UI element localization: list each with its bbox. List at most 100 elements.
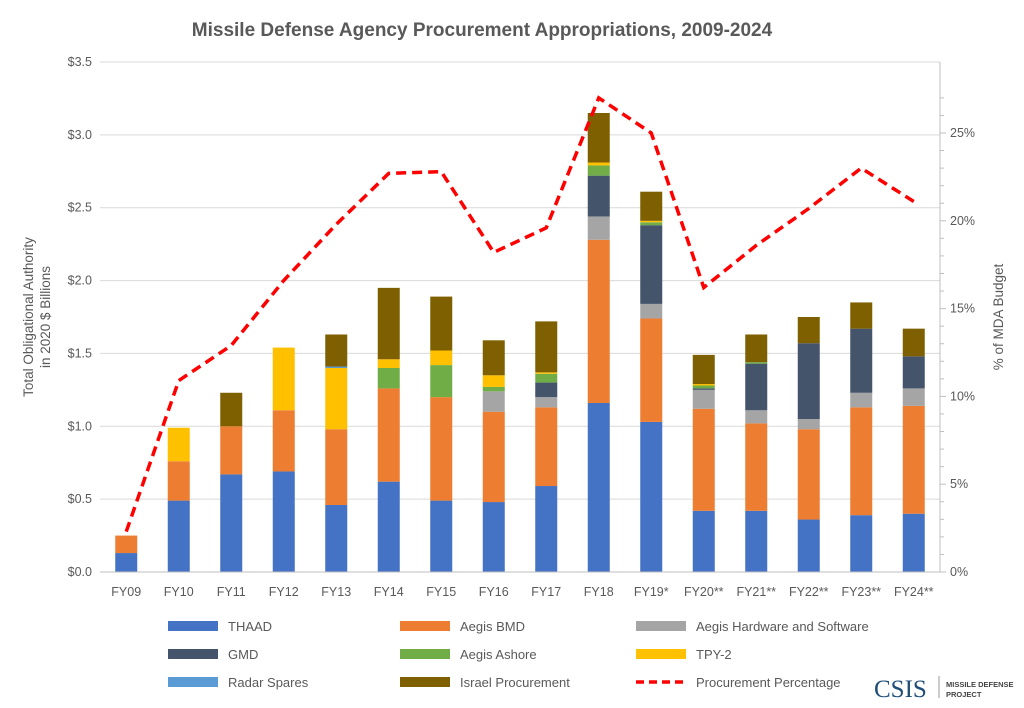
bar-segment-gmd [798,343,820,419]
bar-segment-aegis-bmd [903,406,925,514]
bar-segment-aegis-bmd [640,318,662,421]
bar-segment-aegis-hardware-and-software [535,397,557,407]
bar-segment-aegis-bmd [850,407,872,515]
bar-segment-thaad [798,520,820,572]
x-tick-label: FY14 [374,585,404,599]
procurement-percentage-line [126,98,914,532]
bar-segment-gmd [903,356,925,388]
bar-segment-israel-procurement [535,321,557,372]
x-tick-label: FY21** [736,585,776,599]
bar-segment-gmd [588,176,610,217]
bar-segment-tpy-2 [378,359,400,368]
logo-subtitle-2: PROJECT [946,690,982,699]
y2-tick-label: 0% [950,565,968,579]
bar-segment-thaad [325,505,347,572]
bar-segment-aegis-bmd [745,423,767,510]
bar-segment-aegis-bmd [325,429,347,505]
bar-segment-thaad [903,514,925,572]
x-tick-label: FY18 [584,585,614,599]
percentage-line [126,98,914,532]
bar-segment-aegis-hardware-and-software [903,388,925,405]
bar-segment-israel-procurement [903,329,925,357]
x-tick-label: FY23** [841,585,881,599]
bar-segment-thaad [115,553,137,572]
bar-segment-thaad [273,471,295,572]
x-tick-label: FY16 [479,585,509,599]
bar-segment-tpy-2 [273,348,295,411]
bar-segment-israel-procurement [220,393,242,427]
bar-segment-thaad [483,502,505,572]
bar-segment-tpy-2 [693,384,715,385]
bar-segment-tpy-2 [325,368,347,429]
bar-segment-tpy-2 [640,221,662,222]
legend-label: Procurement Percentage [696,675,841,690]
bar-segment-aegis-bmd [220,426,242,474]
bar-segment-aegis-bmd [168,461,190,500]
legend-label: GMD [228,647,258,662]
bar-segment-israel-procurement [640,192,662,221]
bar-segment-israel-procurement [430,297,452,351]
bar-segment-israel-procurement [850,302,872,328]
bar-segment-israel-procurement [588,113,610,163]
bar-segment-aegis-bmd [535,407,557,486]
bar-segment-israel-procurement [745,334,767,362]
y-tick-label: $2.0 [68,274,92,288]
x-tick-label: FY17 [531,585,561,599]
legend-label: Aegis BMD [460,619,525,634]
legend-swatch [400,677,450,687]
bar-segment-thaad [430,501,452,572]
bar-segment-israel-procurement [483,340,505,375]
bar-segment-aegis-bmd [115,536,137,553]
y2-tick-label: 25% [950,126,975,140]
y-tick-label: $1.0 [68,419,92,433]
bars [115,113,925,572]
legend-label: Israel Procurement [460,675,570,690]
legend-swatch [636,621,686,631]
bar-segment-aegis-ashore [483,387,505,391]
csis-logo: CSIS MISSILE DEFENSE PROJECT [874,676,1014,703]
bar-segment-tpy-2 [588,163,610,166]
bar-segment-tpy-2 [535,372,557,373]
y2-tick-label: 10% [950,389,975,403]
bar-segment-aegis-bmd [693,409,715,511]
bar-segment-gmd [693,388,715,389]
bar-segment-tpy-2 [430,351,452,366]
bar-segment-thaad [693,511,715,572]
bar-segment-israel-procurement [325,334,347,366]
x-tick-label: FY19* [634,585,669,599]
bar-segment-thaad [640,422,662,572]
y2-tick-label: 20% [950,214,975,228]
bar-segment-gmd [745,364,767,411]
x-tick-label: FY15 [426,585,456,599]
bar-segment-aegis-bmd [378,388,400,481]
bar-segment-tpy-2 [483,375,505,387]
x-tick-label: FY22** [789,585,829,599]
y2-tick-label: 5% [950,477,968,491]
bar-segment-thaad [168,501,190,572]
logo-subtitle-1: MISSILE DEFENSE [946,680,1014,689]
bar-segment-aegis-bmd [430,397,452,500]
bar-segment-aegis-ashore [640,222,662,225]
bar-segment-aegis-bmd [588,240,610,403]
y-tick-label: $3.5 [68,55,92,69]
bar-segment-aegis-bmd [483,412,505,502]
bar-segment-gmd [640,225,662,304]
legend-swatch [168,677,218,687]
bar-segment-israel-procurement [378,288,400,359]
x-tick-label: FY13 [321,585,351,599]
bar-segment-israel-procurement [798,317,820,343]
legend-swatch [168,621,218,631]
x-tick-label: FY10 [164,585,194,599]
bar-segment-aegis-ashore [745,362,767,363]
x-tick-label: FY09 [111,585,141,599]
bar-segment-aegis-hardware-and-software [588,216,610,239]
bar-segment-thaad [220,474,242,572]
axes: $0.0$0.5$1.0$1.5$2.0$2.5$3.0$3.50%5%10%1… [68,55,975,599]
logo-text: CSIS [874,676,927,703]
legend-label: Radar Spares [228,675,309,690]
bar-segment-thaad [745,511,767,572]
bar-segment-thaad [378,482,400,572]
bar-segment-aegis-hardware-and-software [850,393,872,408]
